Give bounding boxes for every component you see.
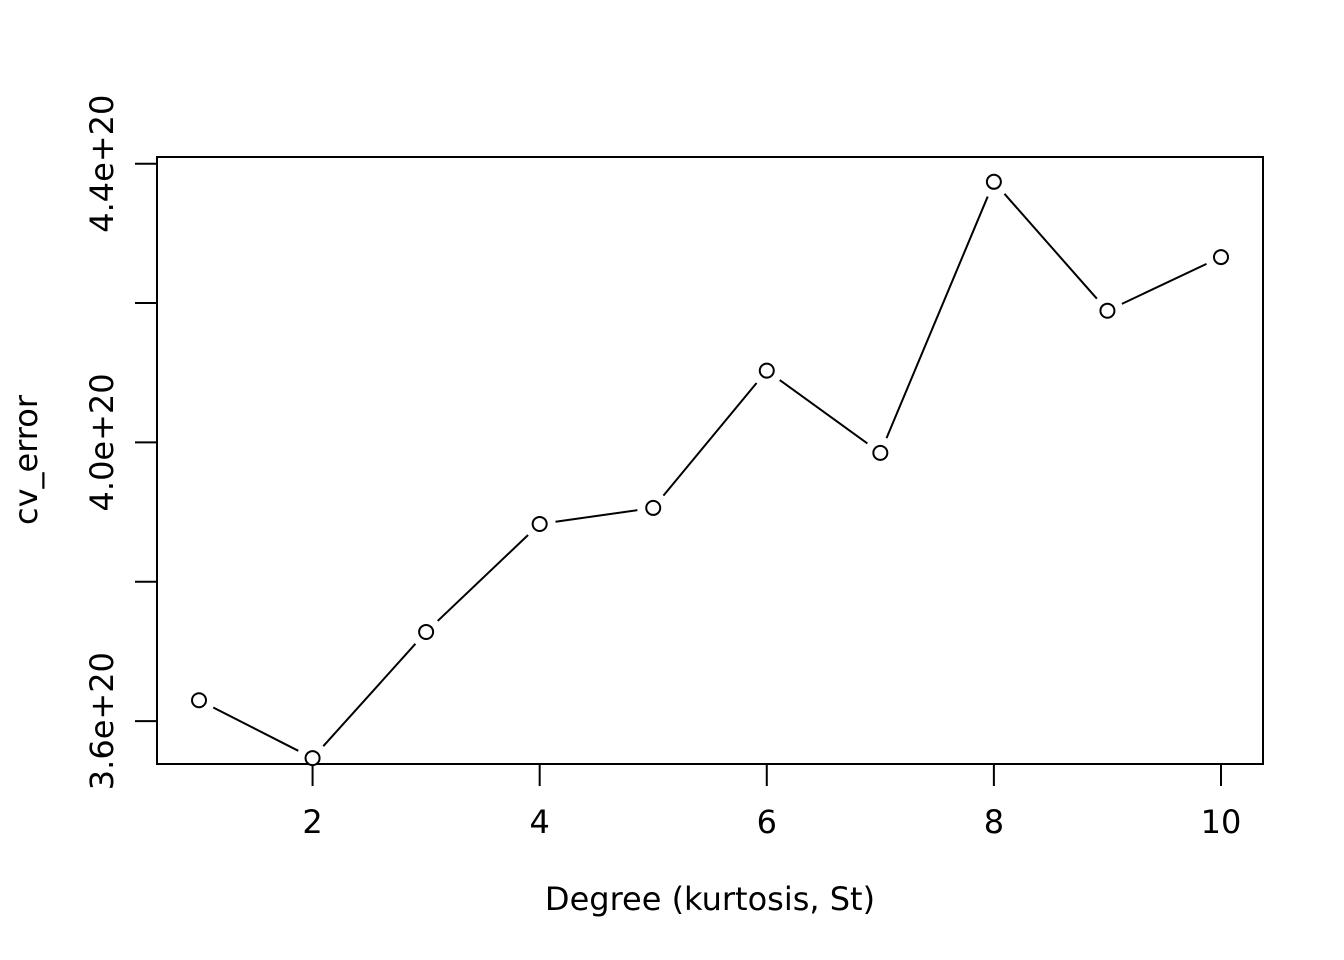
y-tick-label: 4.0e+20 xyxy=(83,373,121,511)
x-tick-label: 2 xyxy=(302,803,322,841)
y-axis: 3.6e+20 4.0e+20 4.4e+20 xyxy=(83,95,158,790)
y-axis-label: cv_error xyxy=(7,394,45,525)
x-tick-label: 10 xyxy=(1201,803,1242,841)
data-point xyxy=(758,362,775,379)
data-point xyxy=(418,623,435,640)
series-segment xyxy=(885,196,989,439)
series-segment xyxy=(322,643,417,747)
series-segment xyxy=(1121,262,1207,305)
series-segment xyxy=(1003,193,1098,300)
series-segment xyxy=(212,706,299,752)
x-tick-label: 6 xyxy=(757,803,777,841)
data-point xyxy=(1212,249,1229,266)
series-segment xyxy=(662,382,758,497)
data-point xyxy=(1099,302,1116,319)
data-point xyxy=(872,444,889,461)
series-segment xyxy=(437,534,529,622)
data-point xyxy=(304,750,321,767)
series-segment xyxy=(779,379,868,445)
y-tick-label: 4.4e+20 xyxy=(83,95,121,233)
plot-frame xyxy=(156,156,1264,765)
x-tick-label: 4 xyxy=(529,803,549,841)
data-point xyxy=(531,515,548,532)
series-segment xyxy=(555,509,638,523)
series-group xyxy=(191,173,1229,767)
data-point xyxy=(985,173,1002,190)
y-tick-label: 3.6e+20 xyxy=(83,652,121,790)
x-axis-label: Degree (kurtosis, St) xyxy=(545,880,875,918)
x-tick-label: 8 xyxy=(984,803,1004,841)
data-point xyxy=(191,692,208,709)
data-point xyxy=(645,499,662,516)
x-axis: 2 4 6 8 10 xyxy=(302,763,1242,841)
